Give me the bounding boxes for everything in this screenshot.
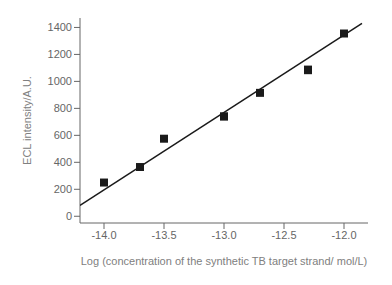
svg-text:1400: 1400	[48, 21, 72, 33]
svg-text:ECL intensity/A.U.: ECL intensity/A.U.	[21, 76, 33, 165]
svg-text:Log (concentration of the synt: Log (concentration of the synthetic TB t…	[81, 255, 368, 267]
svg-text:-12.5: -12.5	[271, 229, 296, 241]
svg-text:1200: 1200	[48, 48, 72, 60]
svg-text:400: 400	[54, 156, 72, 168]
svg-text:200: 200	[54, 183, 72, 195]
svg-text:-13.5: -13.5	[151, 229, 176, 241]
svg-text:1000: 1000	[48, 75, 72, 87]
svg-text:800: 800	[54, 102, 72, 114]
svg-text:0: 0	[66, 210, 72, 222]
svg-text:600: 600	[54, 129, 72, 141]
svg-text:-13.0: -13.0	[211, 229, 236, 241]
svg-text:-12.0: -12.0	[331, 229, 356, 241]
svg-text:-14.0: -14.0	[91, 229, 116, 241]
